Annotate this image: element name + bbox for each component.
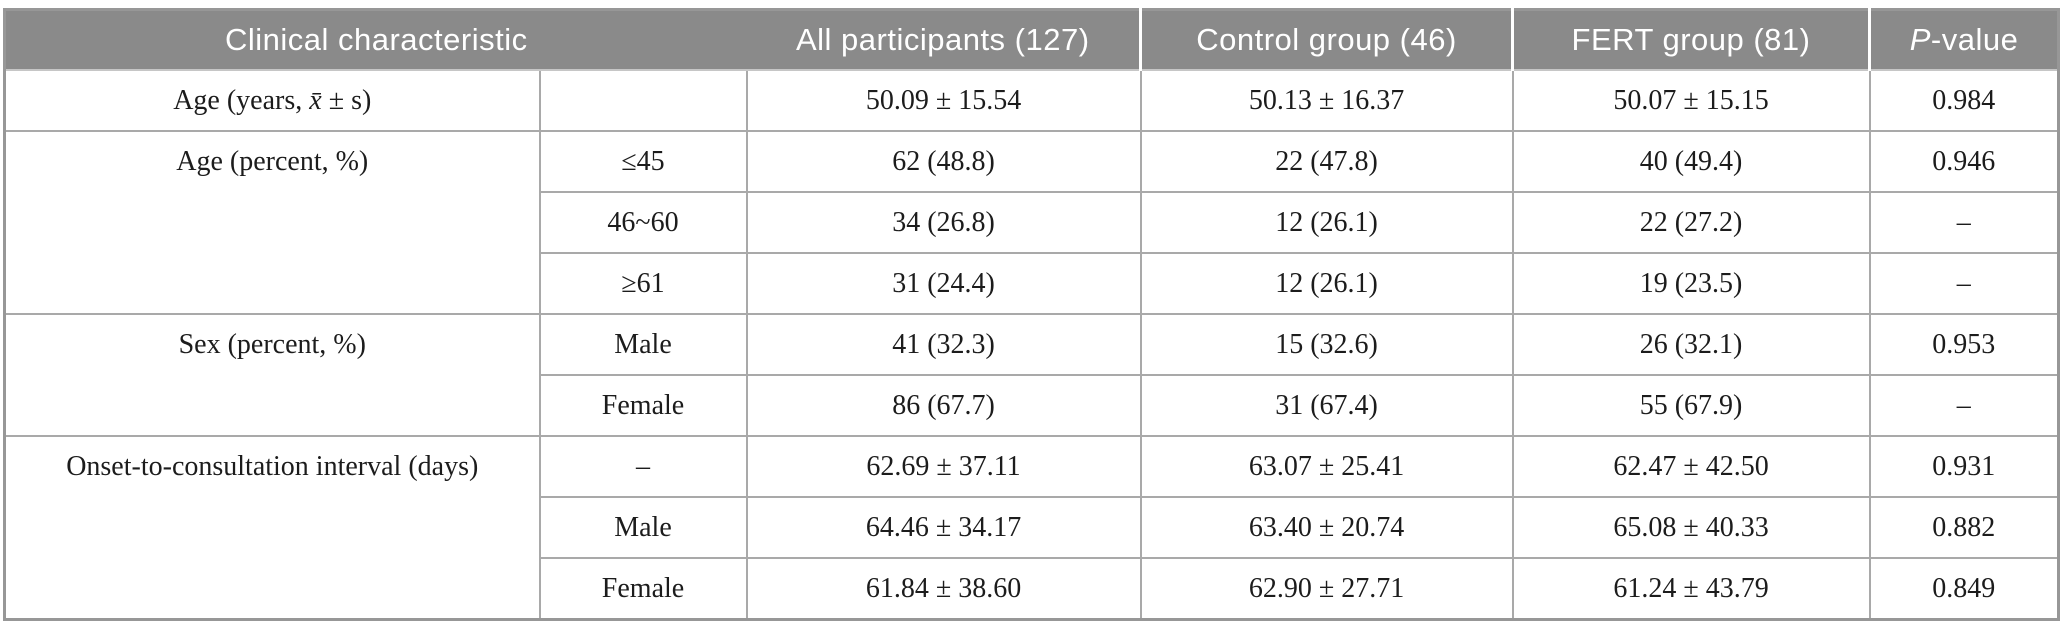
cell-subcategory: – — [538, 435, 748, 498]
table-row: Age (percent, %) ≤45 62 (48.8) 22 (47.8)… — [3, 130, 2060, 315]
cell-fert-group: 26 (32.1) — [1511, 313, 1871, 376]
cell-control-group: 15 (32.6) — [1139, 313, 1514, 376]
table-row: 46~60 34 (26.8) 12 (26.1) 22 (27.2) – — [5, 191, 2060, 254]
table-row: Sex (percent, %) Male 41 (32.3) 15 (32.6… — [3, 313, 2060, 437]
cell-all-participants: 86 (67.7) — [745, 374, 1142, 437]
cell-p-value: 0.984 — [1868, 69, 2060, 132]
cell-all-participants: 34 (26.8) — [745, 191, 1142, 254]
cell-characteristic-label: Onset-to-consultation interval (days) — [3, 435, 541, 621]
header-p-value: P-value — [1868, 9, 2059, 71]
p-value-italic-p: P — [1909, 22, 1931, 57]
header-row: Clinical characteristic All participants… — [4, 9, 2059, 71]
cell-subcategory: ≤45 — [538, 130, 748, 193]
header-clinical-characteristic: Clinical characteristic — [4, 9, 747, 71]
cell-subcategory: ≥61 — [538, 252, 748, 315]
cell-fert-group: 55 (67.9) — [1511, 374, 1871, 437]
cell-p-value: – — [1868, 252, 2060, 315]
cell-subcategory — [538, 69, 748, 132]
table-row: Onset-to-consultation interval (days) – … — [3, 435, 2060, 621]
cell-all-participants: 62.69 ± 37.11 — [745, 435, 1142, 498]
cell-fert-group: 62.47 ± 42.50 — [1511, 435, 1871, 498]
cell-p-value: 0.882 — [1868, 496, 2060, 559]
cell-control-group: 50.13 ± 16.37 — [1139, 69, 1514, 132]
cell-control-group: 31 (67.4) — [1139, 374, 1514, 437]
cell-subcategory: Female — [538, 374, 748, 437]
cell-characteristic-label: Sex (percent, %) — [3, 313, 541, 437]
cell-fert-group: 19 (23.5) — [1511, 252, 1871, 315]
table-row: Female 86 (67.7) 31 (67.4) 55 (67.9) – — [5, 374, 2060, 437]
table-row: Age (years, x̄ ± s) 50.09 ± 15.54 50.13 … — [3, 69, 2060, 132]
cell-control-group: 63.07 ± 25.41 — [1139, 435, 1514, 498]
characteristic-label-text: Sex (percent, %) — [178, 328, 366, 360]
cell-p-value: 0.849 — [1868, 557, 2060, 621]
cell-all-participants: 50.09 ± 15.54 — [745, 69, 1142, 132]
cell-fert-group: 22 (27.2) — [1511, 191, 1871, 254]
cell-p-value: 0.946 — [1868, 130, 2060, 193]
clinical-characteristics-table: Clinical characteristic All participants… — [3, 8, 2061, 621]
cell-subcategory: Male — [538, 313, 748, 376]
cell-subcategory: Female — [538, 557, 748, 621]
x-bar-symbol: x̄ — [309, 84, 322, 116]
cell-control-group: 22 (47.8) — [1139, 130, 1514, 193]
table-row: Male 64.46 ± 34.17 63.40 ± 20.74 65.08 ±… — [5, 496, 2060, 559]
table-row: Female 61.84 ± 38.60 62.90 ± 27.71 61.24… — [5, 557, 2060, 621]
cell-p-value: – — [1868, 191, 2060, 254]
header-all-participants: All participants (127) — [746, 9, 1141, 71]
cell-fert-group: 61.24 ± 43.79 — [1511, 557, 1871, 621]
characteristic-label-text: Age (percent, %) — [176, 145, 369, 177]
cell-p-value: 0.953 — [1868, 313, 2060, 376]
cell-all-participants: 41 (32.3) — [745, 313, 1142, 376]
table-row: ≥61 31 (24.4) 12 (26.1) 19 (23.5) – — [5, 252, 2060, 315]
header-control-group: Control group (46) — [1139, 9, 1513, 71]
cell-all-participants: 31 (24.4) — [745, 252, 1142, 315]
cell-all-participants: 61.84 ± 38.60 — [745, 557, 1142, 621]
cell-characteristic-label: Age (years, x̄ ± s) — [3, 69, 541, 132]
cell-p-value: – — [1868, 374, 2060, 437]
cell-control-group: 12 (26.1) — [1139, 191, 1514, 254]
cell-fert-group: 50.07 ± 15.15 — [1511, 69, 1871, 132]
cell-control-group: 12 (26.1) — [1139, 252, 1514, 315]
cell-fert-group: 65.08 ± 40.33 — [1511, 496, 1871, 559]
cell-control-group: 63.40 ± 20.74 — [1139, 496, 1514, 559]
cell-all-participants: 62 (48.8) — [745, 130, 1142, 193]
p-value-rest: -value — [1930, 22, 2019, 57]
cell-fert-group: 40 (49.4) — [1511, 130, 1871, 193]
cell-p-value: 0.931 — [1868, 435, 2060, 498]
cell-all-participants: 64.46 ± 34.17 — [745, 496, 1142, 559]
characteristic-label-text: Age (years, x̄ ± s) — [173, 84, 372, 116]
cell-subcategory: Male — [538, 496, 748, 559]
characteristic-label-text: Onset-to-consultation interval (days) — [66, 450, 479, 482]
cell-control-group: 62.90 ± 27.71 — [1139, 557, 1514, 621]
header-fert-group: FERT group (81) — [1511, 9, 1870, 71]
cell-subcategory: 46~60 — [538, 191, 748, 254]
cell-characteristic-label: Age (percent, %) — [3, 130, 541, 315]
